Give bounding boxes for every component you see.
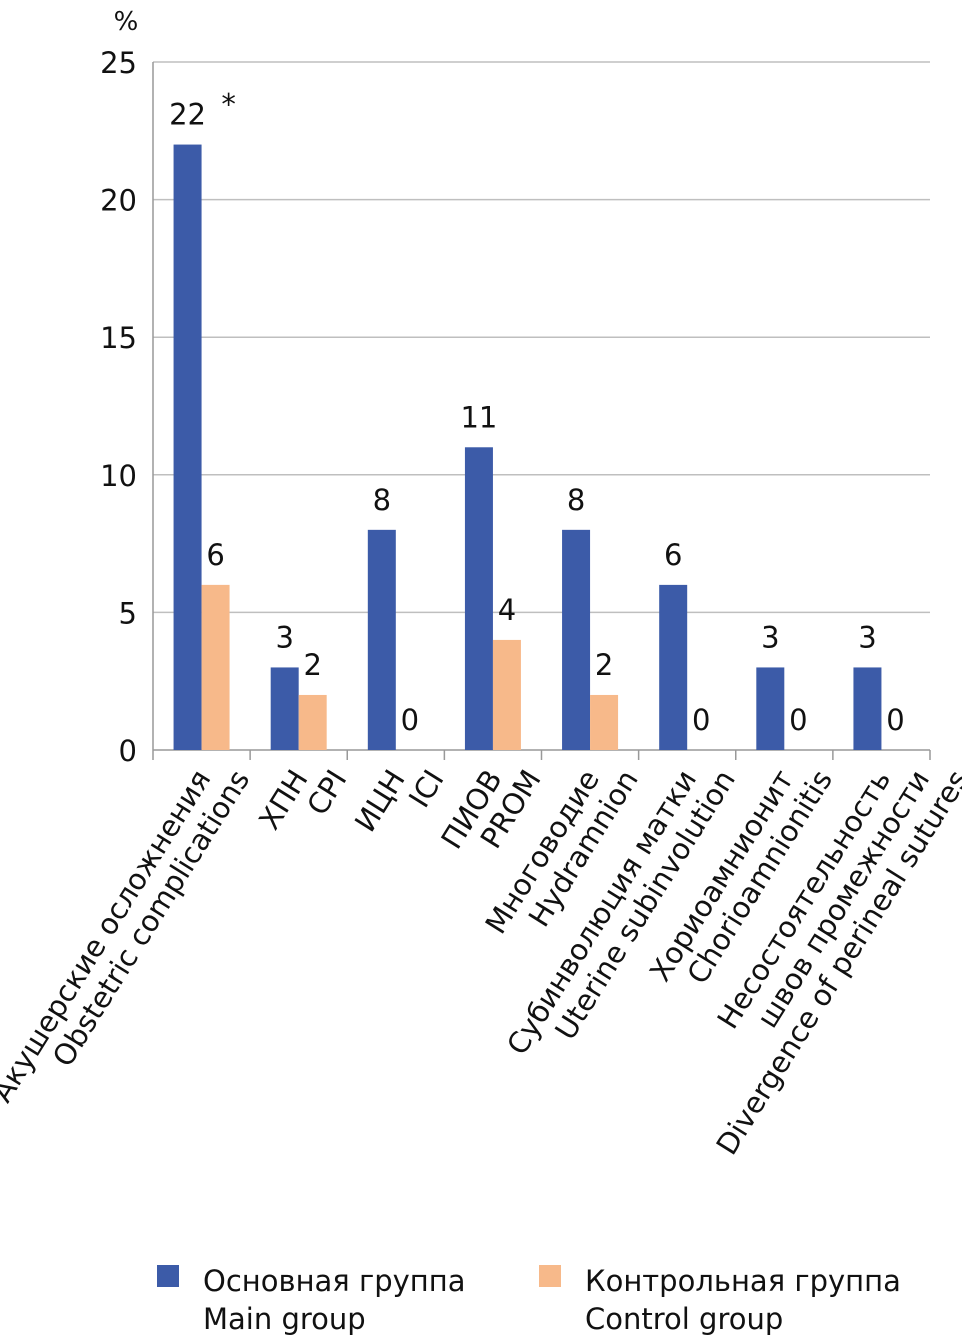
x-category-label: ХПНCPI [252, 746, 353, 853]
legend-item-control-group: Контрольная группа Control group [539, 1262, 901, 1338]
x-category-label-line: ИЦН [348, 764, 412, 838]
data-label-control-group: 6 [206, 538, 224, 572]
x-category-label-line: Акушерские осложнения [0, 764, 217, 1108]
y-tick-label: 0 [119, 734, 137, 768]
x-category-label: ИЦНICI [348, 746, 451, 855]
data-label-control-group: 0 [401, 703, 419, 737]
legend-swatch-main [157, 1265, 179, 1287]
x-category-label-line: CPI [300, 764, 353, 821]
y-tick-label: 15 [100, 321, 137, 355]
x-category-label-line: Obstetric complications [46, 764, 257, 1073]
bar-chart: 0510152025%226328011482603030*Акушерские… [0, 7, 962, 1161]
bar-main-group [562, 529, 591, 750]
y-tick-label: 5 [119, 596, 137, 630]
x-category-label: Акушерские осложненияObstetric complicat… [0, 746, 256, 1125]
data-label-main-group: 11 [460, 400, 497, 434]
y-tick-label: 10 [100, 459, 137, 493]
bar-control-group [201, 584, 230, 750]
bar-control-group [492, 639, 521, 750]
bar-main-group [464, 447, 493, 750]
y-tick-label: 20 [100, 184, 137, 218]
data-label-control-group: 0 [692, 703, 710, 737]
legend-label-main-en: Main group [203, 1302, 366, 1336]
data-label-main-group: 3 [761, 620, 779, 654]
legend-label-control-en: Control group [585, 1302, 784, 1336]
legend-label-control: Контрольная группа Control group [585, 1262, 901, 1338]
legend-label-main: Основная группа Main group [203, 1262, 465, 1338]
data-label-control-group: 2 [303, 648, 321, 682]
bar-main-group [367, 529, 396, 750]
legend-label-main-ru: Основная группа [203, 1264, 466, 1298]
data-label-main-group: 3 [275, 620, 293, 654]
y-axis-unit-label: % [114, 7, 139, 37]
bar-control-group [298, 694, 327, 750]
bar-main-group [756, 667, 785, 750]
data-label-control-group: 2 [595, 648, 613, 682]
y-tick-label: 25 [100, 46, 137, 80]
bar-main-group [173, 144, 202, 750]
legend-item-main-group: Основная группа Main group [157, 1262, 465, 1338]
legend-swatch-control [539, 1265, 561, 1287]
data-label-main-group: 6 [664, 538, 682, 572]
data-label-main-group: 22 [169, 98, 206, 132]
data-label-main-group: 3 [858, 620, 876, 654]
x-category-label-line: ICI [402, 764, 451, 814]
data-label-main-group: 8 [373, 483, 391, 517]
bar-main-group [659, 584, 688, 750]
bar-main-group [853, 667, 882, 750]
bar-main-group [270, 667, 299, 750]
data-label-control-group: 0 [789, 703, 807, 737]
data-label-control-group: 4 [498, 593, 516, 627]
legend-label-control-ru: Контрольная группа [585, 1264, 901, 1298]
data-label-main-group: 8 [567, 483, 585, 517]
bar-control-group [590, 694, 619, 750]
data-label-control-group: 0 [886, 703, 904, 737]
significance-annotation: * [221, 88, 236, 122]
